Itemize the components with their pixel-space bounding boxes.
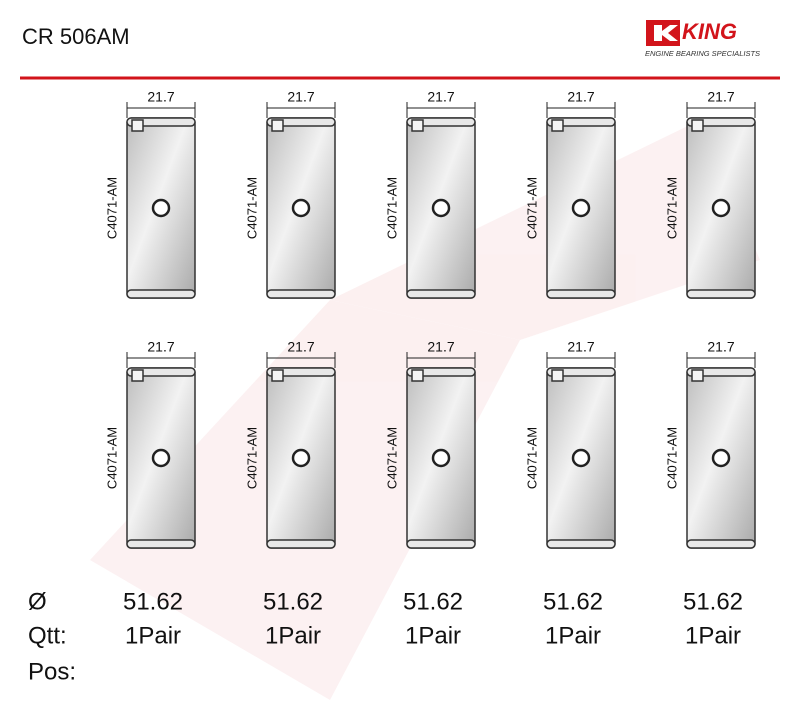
part-number: C4071-AM xyxy=(524,427,539,489)
bearing-tab xyxy=(551,119,564,132)
part-number: C4071-AM xyxy=(664,177,679,239)
diameter: 51.62 xyxy=(123,588,183,615)
bearing-tab xyxy=(551,369,564,382)
bearing-tab xyxy=(691,119,704,132)
bearing-lip xyxy=(546,367,616,377)
bearing-lip xyxy=(126,289,196,299)
quantity: 1Pair xyxy=(265,622,321,649)
quantity: 1Pair xyxy=(405,622,461,649)
quantity: 1Pair xyxy=(685,622,741,649)
bearing: 21.7 C4071-AM xyxy=(244,89,336,299)
bearing-lip xyxy=(266,289,336,299)
part-number: C4071-AM xyxy=(104,177,119,239)
bearing-width: 21.7 xyxy=(707,89,734,105)
bearing-lip xyxy=(406,117,476,127)
logo: KING ENGINE BEARING SPECIALISTS xyxy=(645,19,760,58)
bearing: 21.7 C4071-AM xyxy=(524,339,616,549)
bearing-lip xyxy=(686,367,756,377)
bearing-lip xyxy=(126,539,196,549)
spec-label: Qtt: xyxy=(28,622,67,649)
bearing-lip xyxy=(686,117,756,127)
oil-hole xyxy=(571,448,591,468)
bearing-lip xyxy=(266,117,336,127)
bearing-width: 21.7 xyxy=(287,89,314,105)
bearing-width: 21.7 xyxy=(567,89,594,105)
bearing-width: 21.7 xyxy=(147,89,174,105)
oil-hole xyxy=(711,198,731,218)
quantity: 1Pair xyxy=(125,622,181,649)
bearing-lip xyxy=(686,289,756,299)
part-number: C4071-AM xyxy=(664,427,679,489)
diameter: 51.62 xyxy=(543,588,603,615)
part-number: C4071-AM xyxy=(244,177,259,239)
bearing-lip xyxy=(406,289,476,299)
spec-label: Ø xyxy=(28,588,47,615)
diameter: 51.62 xyxy=(263,588,323,615)
bearing-tab xyxy=(411,119,424,132)
part-number: C4071-AM xyxy=(524,177,539,239)
oil-hole xyxy=(291,198,311,218)
bearing-lip xyxy=(266,539,336,549)
oil-hole xyxy=(291,448,311,468)
bearing-lip xyxy=(406,539,476,549)
logo-tagline: ENGINE BEARING SPECIALISTS xyxy=(645,49,760,58)
oil-hole xyxy=(151,448,171,468)
oil-hole xyxy=(431,448,451,468)
bearing: 21.7 C4071-AM xyxy=(384,89,476,299)
oil-hole xyxy=(431,198,451,218)
bearing-tab xyxy=(691,369,704,382)
bearing-lip xyxy=(546,539,616,549)
bearing-tab xyxy=(131,369,144,382)
bearing-lip xyxy=(546,117,616,127)
oil-hole xyxy=(711,448,731,468)
part-number: C4071-AM xyxy=(384,427,399,489)
bearing-tab xyxy=(411,369,424,382)
logo-brand: KING xyxy=(682,19,737,44)
bearing-lip xyxy=(126,117,196,127)
bearing-lip xyxy=(266,367,336,377)
bearing-tab xyxy=(271,119,284,132)
bearing: 21.7 C4071-AM xyxy=(104,339,196,549)
part-number: C4071-AM xyxy=(244,427,259,489)
diameter: 51.62 xyxy=(403,588,463,615)
bearing-width: 21.7 xyxy=(427,339,454,355)
bearing-lip xyxy=(126,367,196,377)
bearing-width: 21.7 xyxy=(427,89,454,105)
bearing-lip xyxy=(406,367,476,377)
bearing-lip xyxy=(686,539,756,549)
part-number: C4071-AM xyxy=(104,427,119,489)
part-number: C4071-AM xyxy=(384,177,399,239)
bearing-width: 21.7 xyxy=(287,339,314,355)
quantity: 1Pair xyxy=(545,622,601,649)
bearing: 21.7 C4071-AM xyxy=(664,89,756,299)
bearing: 21.7 C4071-AM xyxy=(244,339,336,549)
bearing: 21.7 C4071-AM xyxy=(104,89,196,299)
bearing-width: 21.7 xyxy=(147,339,174,355)
spec-label: Pos: xyxy=(28,658,76,685)
bearing-width: 21.7 xyxy=(567,339,594,355)
title: CR 506AM xyxy=(22,24,130,49)
bearing-lip xyxy=(546,289,616,299)
bearing: 21.7 C4071-AM xyxy=(384,339,476,549)
diameter: 51.62 xyxy=(683,588,743,615)
oil-hole xyxy=(571,198,591,218)
bearing: 21.7 C4071-AM xyxy=(664,339,756,549)
oil-hole xyxy=(151,198,171,218)
bearing-width: 21.7 xyxy=(707,339,734,355)
bearing-tab xyxy=(271,369,284,382)
bearing: 21.7 C4071-AM xyxy=(524,89,616,299)
bearing-tab xyxy=(131,119,144,132)
